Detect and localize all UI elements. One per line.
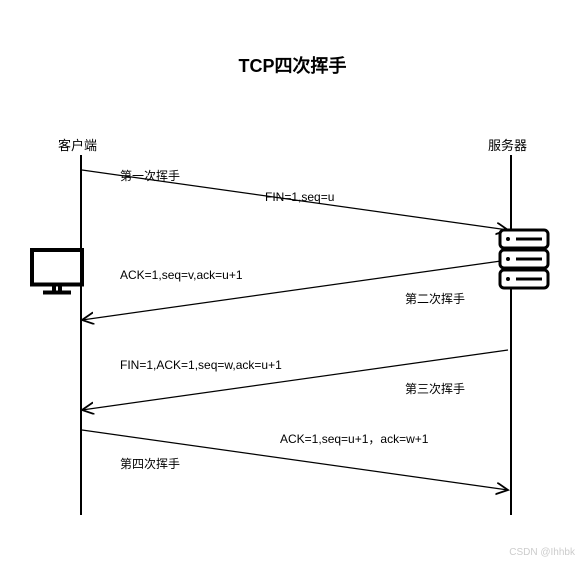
- wave-1-label-2: FIN=1,seq=u: [265, 190, 334, 204]
- wave-2-label-1: ACK=1,seq=v,ack=u+1: [120, 268, 243, 282]
- wave-4-label-2: 第四次挥手: [120, 455, 180, 472]
- wave-2-label-2: 第二次挥手: [405, 290, 465, 307]
- client-label: 客户端: [58, 135, 97, 154]
- server-label: 服务器: [488, 135, 527, 154]
- wave-1-label-1: 第一次挥手: [120, 167, 180, 184]
- server-lifeline: [510, 155, 512, 515]
- wave-3-label-1: FIN=1,ACK=1,seq=w,ack=u+1: [120, 358, 282, 372]
- diagram-svg: [0, 0, 585, 566]
- watermark: CSDN @Ihhbk: [509, 547, 575, 558]
- wave-3-label-2: 第三次挥手: [405, 380, 465, 397]
- diagram-title: TCP四次挥手: [0, 52, 585, 78]
- wave-4-label-1: ACK=1,seq=u+1，ack=w+1: [280, 430, 428, 447]
- client-lifeline: [80, 155, 82, 515]
